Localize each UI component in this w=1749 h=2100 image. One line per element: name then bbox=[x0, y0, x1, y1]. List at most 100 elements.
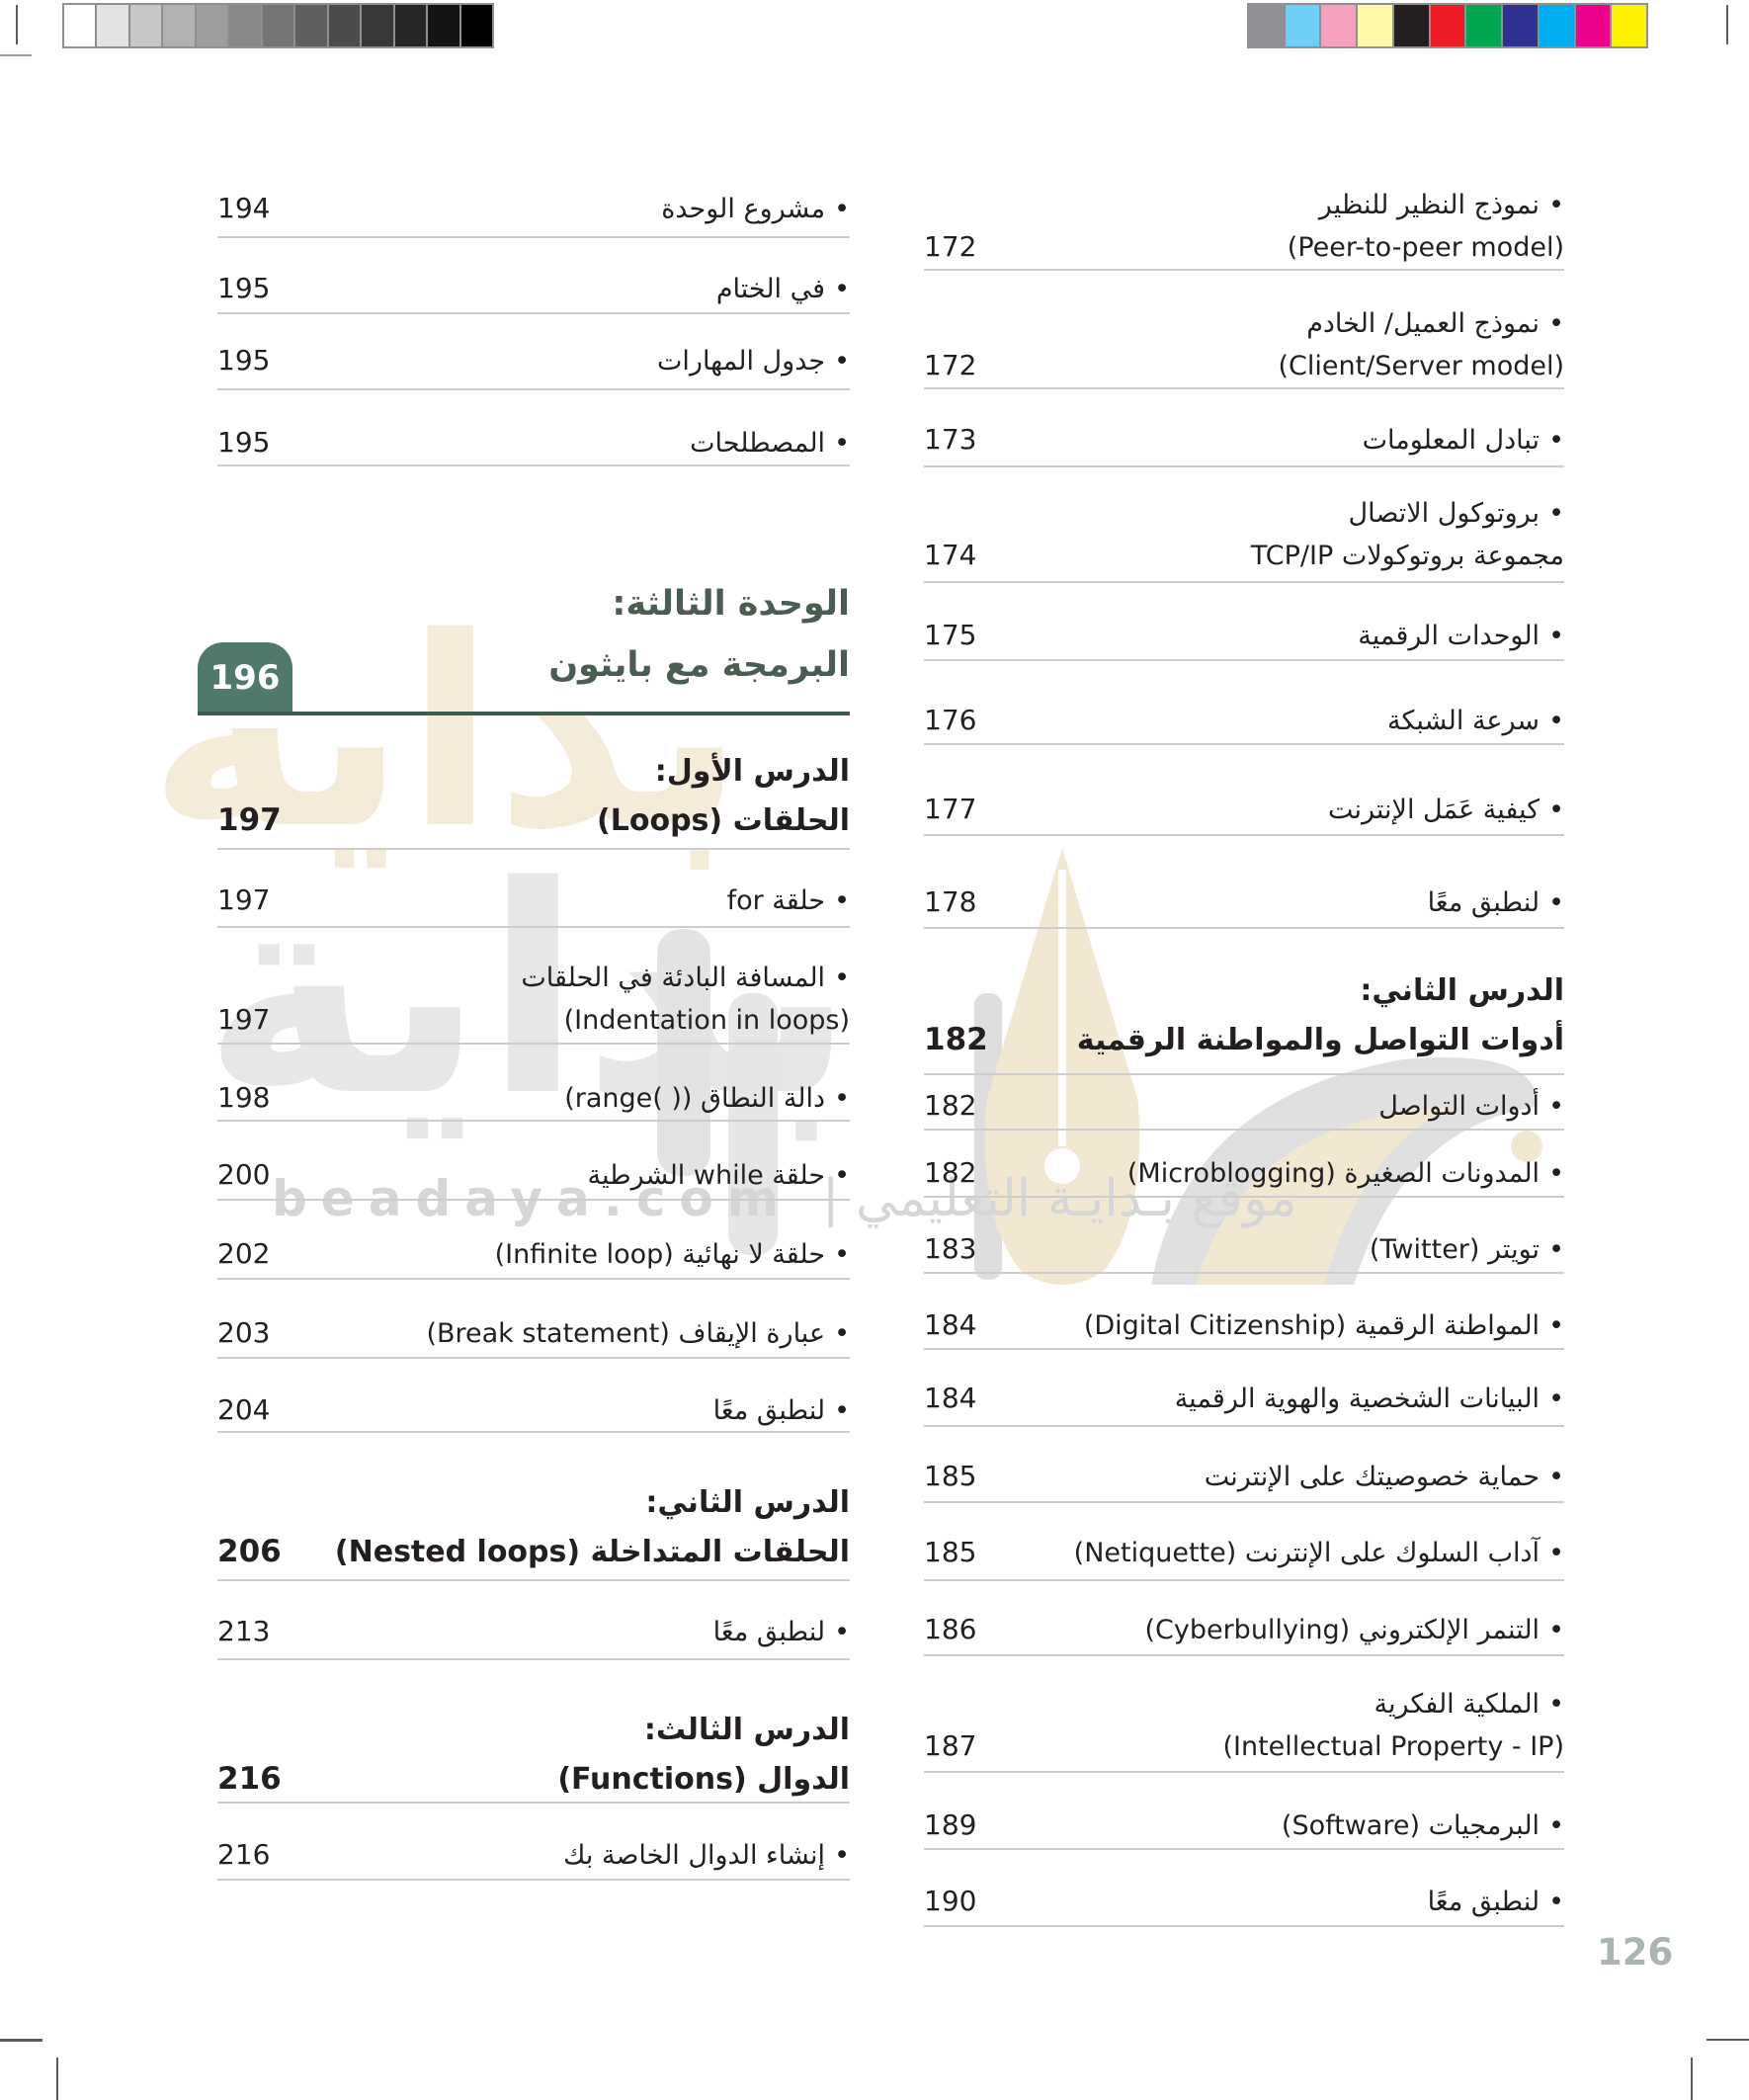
toc-entry-label: لنطبق معًا bbox=[1427, 1887, 1541, 1917]
toc-entry: •المدونات الصغيرة (Microblogging) 182 bbox=[924, 1152, 1564, 1195]
bullet-icon: • bbox=[1548, 1310, 1564, 1341]
toc-entry-label: عبارة الإيقاف bbox=[678, 1318, 826, 1349]
crop-mark-bottom-left-h bbox=[0, 2039, 42, 2042]
bullet-icon: • bbox=[1548, 1462, 1564, 1492]
divider bbox=[924, 1848, 1564, 1850]
calibration-swatch bbox=[1430, 5, 1465, 46]
divider bbox=[217, 464, 850, 466]
toc-entry: •سرعة الشبكة 176 bbox=[924, 700, 1564, 742]
toc-entry-page: 178 bbox=[924, 885, 977, 918]
crop-mark-top-right-v bbox=[1726, 5, 1728, 44]
toc-entry: • لنطبق معًا 213 bbox=[217, 1611, 850, 1653]
toc-entry-page: 176 bbox=[924, 704, 977, 736]
toc-entry-label: حماية خصوصيتك على الإنترنت bbox=[1204, 1462, 1541, 1492]
toc-entry-label: تويتر bbox=[1488, 1234, 1541, 1265]
toc-entry-page: 216 bbox=[217, 1838, 271, 1871]
calibration-swatch bbox=[163, 5, 195, 46]
divider bbox=[924, 269, 1564, 271]
toc-entry-page: 204 bbox=[217, 1393, 271, 1426]
divider bbox=[924, 1771, 1564, 1773]
toc-entry-label: حلقة while الشرطية bbox=[587, 1160, 826, 1191]
toc-entry-page: 187 bbox=[924, 1729, 977, 1762]
toc-entry-page: 172 bbox=[924, 230, 977, 263]
divider bbox=[217, 1199, 850, 1201]
divider bbox=[217, 1357, 850, 1359]
bullet-icon: • bbox=[1548, 308, 1564, 339]
toc-column-right: •نموذج النظير للنظير (Peer-to-peer model… bbox=[924, 0, 1564, 2100]
unit-title: الوحدة الثالثة: البرمجة مع بايثون bbox=[217, 573, 850, 696]
toc-entry-page: 203 bbox=[217, 1316, 271, 1349]
toc-entry-label-latin: (Peer-to-peer model) bbox=[1287, 232, 1564, 263]
toc-entry: • جدول المهارات 195 bbox=[217, 340, 850, 382]
toc-entry-page: 190 bbox=[924, 1885, 977, 1917]
bullet-icon: • bbox=[1548, 498, 1564, 529]
bullet-icon: • bbox=[834, 1083, 850, 1114]
toc-entry-page: 197 bbox=[217, 883, 271, 916]
toc-entry-label: لنطبق معًا bbox=[1427, 887, 1541, 918]
bullet-icon: • bbox=[1548, 425, 1564, 456]
lesson-header-line1: الدرس الأول: bbox=[654, 754, 850, 789]
toc-entry-page: 185 bbox=[924, 1536, 977, 1568]
divider bbox=[217, 1043, 850, 1045]
lesson-header-line2: أدوات التواصل والمواطنة الرقمية bbox=[1076, 1023, 1564, 1057]
lesson-header-line2-latin: (Loops) bbox=[597, 803, 723, 838]
toc-entry-page: 183 bbox=[924, 1232, 977, 1265]
calibration-swatch bbox=[1539, 5, 1574, 46]
bullet-icon: • bbox=[834, 1160, 850, 1191]
lesson-header-line1: الدرس الثاني: bbox=[1360, 973, 1564, 1008]
divider bbox=[217, 1658, 850, 1660]
toc-entry: • إنشاء الدوال الخاصة بك 216 bbox=[217, 1834, 850, 1877]
calibration-swatch bbox=[460, 5, 492, 46]
toc-entry: •الملكية الفكرية (Intellectual Property … bbox=[924, 1683, 1564, 1768]
toc-entry: • لنطبق معًا 204 bbox=[217, 1389, 850, 1432]
toc-entry-label-latin: (Infinite loop) bbox=[494, 1239, 674, 1270]
bullet-icon: • bbox=[834, 274, 850, 304]
toc-entry: • دالة النطاق (range( )) 198 bbox=[217, 1077, 850, 1120]
bullet-icon: • bbox=[1548, 621, 1564, 651]
divider bbox=[924, 1348, 1564, 1350]
bullet-icon: • bbox=[1548, 1615, 1564, 1645]
toc-entry-page: 173 bbox=[924, 423, 977, 456]
lesson-header-page: 182 bbox=[924, 1022, 988, 1057]
bullet-icon: • bbox=[834, 1617, 850, 1647]
divider bbox=[924, 465, 1564, 467]
toc-entry: • حلقة لا نهائية (Infinite loop) 202 bbox=[217, 1233, 850, 1276]
bullet-icon: • bbox=[1548, 1234, 1564, 1265]
toc-entry: • المصطلحات 195 bbox=[217, 422, 850, 464]
toc-entry-label-line2: مجموعة بروتوكولات TCP/IP bbox=[1250, 541, 1564, 571]
calibration-swatch bbox=[394, 5, 427, 46]
toc-column-left: • مشروع الوحدة 194 • في الختام 195 • جدول ا… bbox=[198, 0, 850, 2100]
bullet-icon: • bbox=[1548, 1887, 1564, 1917]
toc-entry-label-latin: (Cyberbullying) bbox=[1144, 1615, 1351, 1645]
calibration-swatch bbox=[229, 5, 261, 46]
bullet-icon: • bbox=[1548, 887, 1564, 918]
calibration-swatch bbox=[63, 5, 96, 46]
bullet-icon: • bbox=[834, 1840, 850, 1871]
bullet-icon: • bbox=[834, 428, 850, 459]
divider bbox=[217, 388, 850, 390]
toc-entry: •المواطنة الرقمية (Digital Citizenship) … bbox=[924, 1304, 1564, 1347]
bullet-icon: • bbox=[834, 346, 850, 377]
divider bbox=[217, 312, 850, 314]
calibration-swatch bbox=[1612, 5, 1646, 46]
toc-entry-label-latin: (Client/Server model) bbox=[1278, 351, 1564, 381]
toc-entry-label-latin: (Break statement) bbox=[426, 1318, 670, 1349]
toc-entry-label-latin: (Intellectual Property - IP) bbox=[1222, 1731, 1564, 1762]
divider bbox=[924, 834, 1564, 836]
divider bbox=[924, 1501, 1564, 1503]
divider bbox=[217, 1579, 850, 1581]
divider bbox=[924, 927, 1564, 929]
lesson-header-line2-latin: (Functions) bbox=[557, 1762, 747, 1797]
toc-entry-page: 198 bbox=[217, 1081, 271, 1114]
divider bbox=[924, 1425, 1564, 1427]
divider bbox=[924, 1073, 1564, 1075]
divider bbox=[924, 1925, 1564, 1927]
toc-entry: •بروتوكول الاتصال مجموعة بروتوكولات TCP/… bbox=[924, 492, 1564, 577]
divider bbox=[924, 743, 1564, 745]
toc-entry: • المسافة البادئة في الحلقات (Indentation… bbox=[217, 957, 850, 1042]
lesson-header-page: 206 bbox=[217, 1534, 282, 1569]
bullet-icon: • bbox=[1548, 1091, 1564, 1122]
divider bbox=[924, 1196, 1564, 1198]
toc-entry-label: المسافة البادئة في الحلقات bbox=[521, 963, 826, 993]
